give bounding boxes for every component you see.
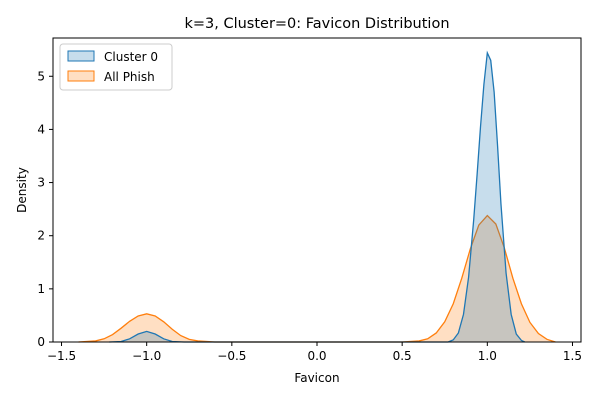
legend-swatch-cluster-0: [67, 50, 95, 62]
y-tick-label: 1: [37, 282, 45, 296]
chart-title: k=3, Cluster=0: Favicon Distribution: [184, 16, 449, 32]
legend-label-all-phish: All Phish: [104, 70, 155, 84]
x-tick-label: 1.5: [563, 349, 582, 363]
x-axis-title: Favicon: [294, 371, 339, 385]
y-tick-label: 5: [37, 69, 45, 83]
y-tick-label: 2: [37, 229, 45, 243]
x-tick-label: −0.5: [217, 349, 246, 363]
x-axis: −1.5 −1.0 −0.5 0.0 0.5 1.0 1.5: [47, 342, 582, 363]
x-tick-label: 0.0: [307, 349, 326, 363]
x-tick-label: 0.5: [393, 349, 412, 363]
series-area-cluster-0: [109, 52, 525, 342]
series-area-all-phish: [78, 215, 556, 342]
x-tick-label: −1.0: [132, 349, 161, 363]
y-tick-label: 4: [37, 122, 45, 136]
legend-swatch-all-phish: [67, 70, 95, 82]
series-line-cluster-0: [109, 50, 526, 343]
y-tick-label: 0: [37, 335, 45, 349]
y-tick-label: 3: [37, 176, 45, 190]
legend: Cluster 0 All Phish: [59, 43, 173, 91]
x-tick-label: −1.5: [47, 349, 76, 363]
legend-label-cluster-0: Cluster 0: [104, 50, 158, 64]
y-axis: 0 1 2 3 4 5: [37, 69, 53, 349]
legend-box: [59, 43, 173, 91]
x-tick-label: 1.0: [478, 349, 497, 363]
y-axis-title: Density: [15, 167, 29, 213]
